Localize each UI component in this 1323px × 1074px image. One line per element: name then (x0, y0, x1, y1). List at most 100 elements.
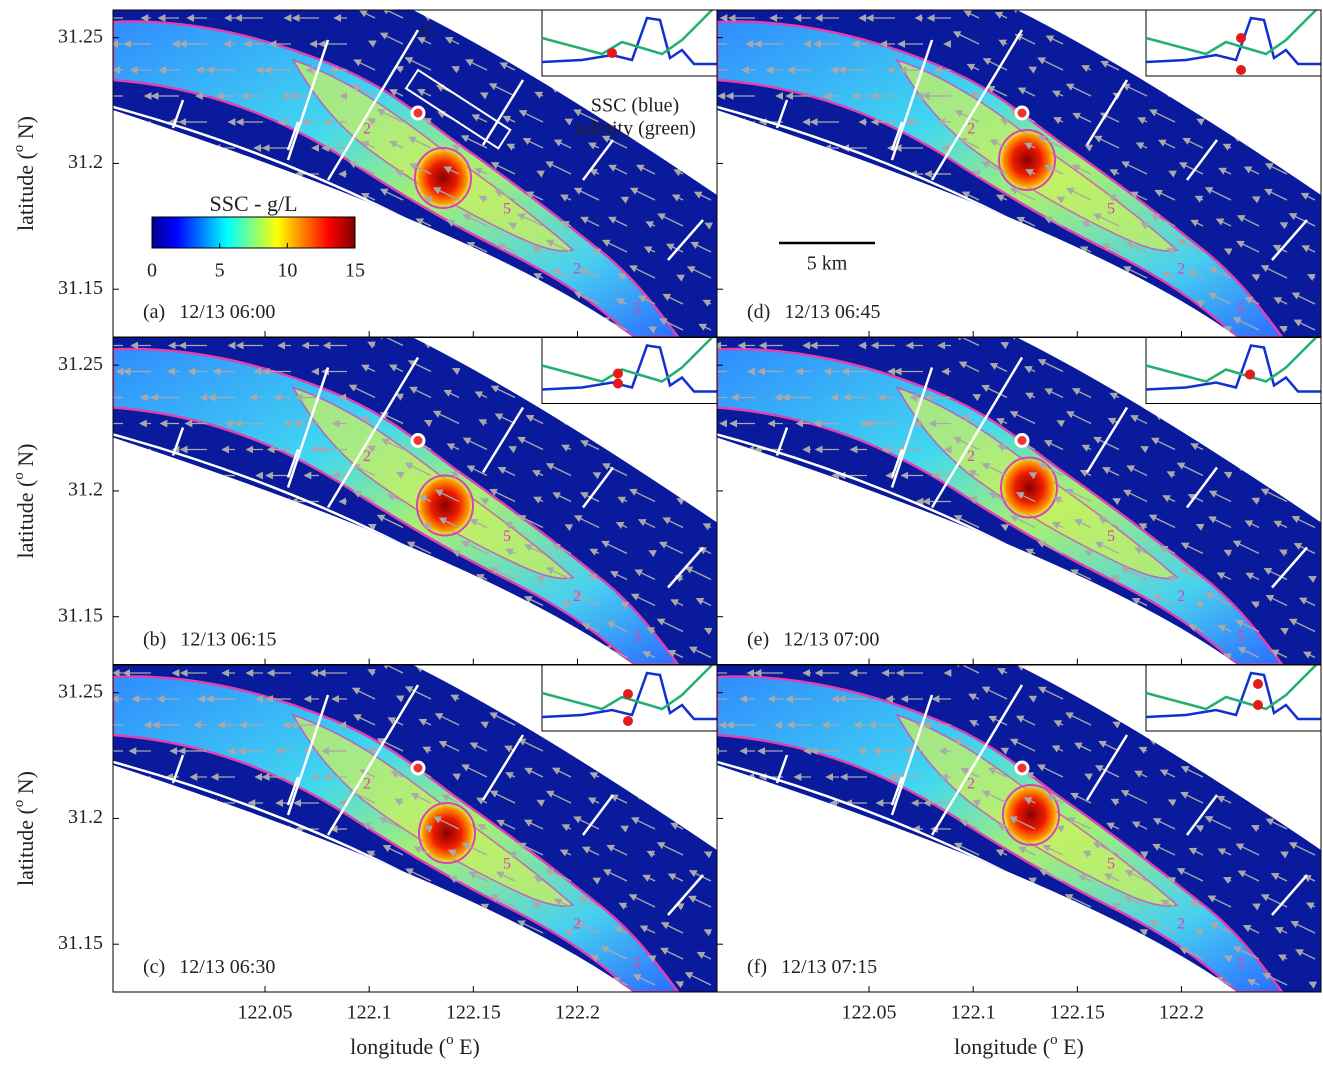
velocity-arrow (387, 493, 404, 503)
contour-label: 5 (1237, 628, 1245, 645)
y-tick-label: 31.25 (58, 25, 103, 47)
velocity-arrow (1216, 795, 1232, 804)
contour-label: 2 (1177, 261, 1185, 278)
velocity-arrow (477, 824, 488, 832)
velocity-arrow (602, 869, 628, 882)
velocity-arrow (524, 544, 544, 555)
velocity-arrow (1280, 628, 1289, 636)
contour-label: 5 (633, 628, 641, 645)
velocity-arrow (564, 524, 574, 532)
velocity-arrow (617, 496, 628, 504)
velocity-arrow (1308, 576, 1317, 584)
velocity-arrow (418, 495, 432, 503)
velocity-arrow (1024, 142, 1036, 150)
velocity-arrow (601, 540, 628, 555)
velocity-arrow (1232, 317, 1260, 331)
velocity-arrow (1094, 765, 1120, 778)
velocity-arrow (433, 816, 460, 830)
panel-label: (d) 12/13 06:45 (747, 301, 880, 323)
velocity-arrow (688, 870, 712, 882)
velocity-arrow (1235, 843, 1260, 856)
velocity-arrow (1100, 60, 1120, 71)
velocity-arrow (489, 790, 516, 804)
velocity-arrow (630, 817, 656, 830)
velocity-arrow (972, 394, 982, 402)
velocity-arrow (656, 618, 684, 633)
velocity-arrow (494, 189, 516, 201)
velocity-arrow (1129, 415, 1148, 425)
velocity-arrow (452, 773, 462, 781)
velocity-arrow (953, 665, 980, 674)
velocity-arrow (545, 790, 572, 804)
transect (286, 39, 330, 161)
velocity-arrow (564, 118, 574, 126)
velocity-arrow (361, 141, 376, 149)
velocity-arrow (1015, 715, 1036, 726)
velocity-arrow (1025, 548, 1036, 556)
velocity-arrow (1053, 117, 1064, 125)
velocity-arrow (1152, 818, 1176, 830)
velocity-arrow (1037, 135, 1064, 149)
inset-marker (613, 368, 623, 379)
contour-label: 2 (573, 916, 581, 933)
inset-marker (607, 48, 617, 58)
velocity-arrow (1044, 388, 1064, 399)
velocity-arrow (545, 161, 572, 175)
inset (541, 664, 718, 732)
velocity-arrow (637, 295, 656, 305)
velocity-arrow (693, 191, 712, 201)
velocity-arrow (1288, 618, 1316, 633)
velocity-arrow (1084, 550, 1093, 558)
velocity-arrow (532, 470, 544, 478)
velocity-arrow (632, 974, 656, 986)
station-marker (410, 433, 426, 448)
velocity-arrow (1124, 895, 1148, 908)
velocity-arrow (1056, 420, 1066, 428)
velocity-arrow (497, 466, 516, 477)
velocity-arrow (434, 489, 460, 503)
velocity-arrow (658, 318, 684, 331)
transect (171, 99, 185, 129)
velocity-arrow (381, 665, 404, 674)
velocity-arrow (1180, 766, 1204, 778)
velocity-arrow (579, 268, 600, 279)
velocity-arrow (1252, 903, 1261, 911)
velocity-arrow (545, 868, 572, 882)
velocity-arrow (395, 170, 405, 178)
velocity-arrow (462, 214, 488, 227)
velocity-arrow (381, 10, 404, 19)
inset-marker (1253, 679, 1263, 689)
velocity-arrow (351, 84, 376, 97)
transect (286, 449, 300, 478)
velocity-arrow (1140, 222, 1149, 230)
transect (286, 776, 300, 806)
velocity-arrow (969, 720, 980, 728)
velocity-arrow (1023, 797, 1036, 805)
velocity-arrow (648, 550, 657, 558)
velocity-arrow (629, 265, 656, 279)
velocity-arrow (1302, 651, 1316, 659)
velocity-arrow (499, 62, 516, 71)
ssc-profile (1145, 344, 1321, 393)
velocity-arrow (1025, 772, 1036, 780)
velocity-arrow (656, 842, 684, 856)
velocity-arrow (1204, 187, 1232, 201)
velocity-arrow (502, 115, 516, 123)
velocity-arrow (573, 816, 600, 830)
velocity-arrow (1216, 572, 1232, 581)
velocity-arrow (461, 842, 488, 856)
velocity-arrow (1223, 549, 1233, 557)
transect (890, 121, 904, 151)
velocity-arrow (1270, 649, 1288, 659)
velocity-arrow (1074, 742, 1092, 752)
velocity-arrow (494, 413, 516, 425)
velocity-arrow (451, 66, 461, 74)
velocity-arrow (690, 241, 712, 253)
ssc-profile (1145, 671, 1321, 721)
velocity-arrow (1135, 142, 1148, 150)
x-tick-label: 122.15 (1050, 1002, 1105, 1024)
inset (1145, 336, 1322, 404)
velocity-arrow (1217, 848, 1232, 856)
velocity-arrow (553, 898, 572, 908)
velocity-arrow (986, 86, 1008, 97)
